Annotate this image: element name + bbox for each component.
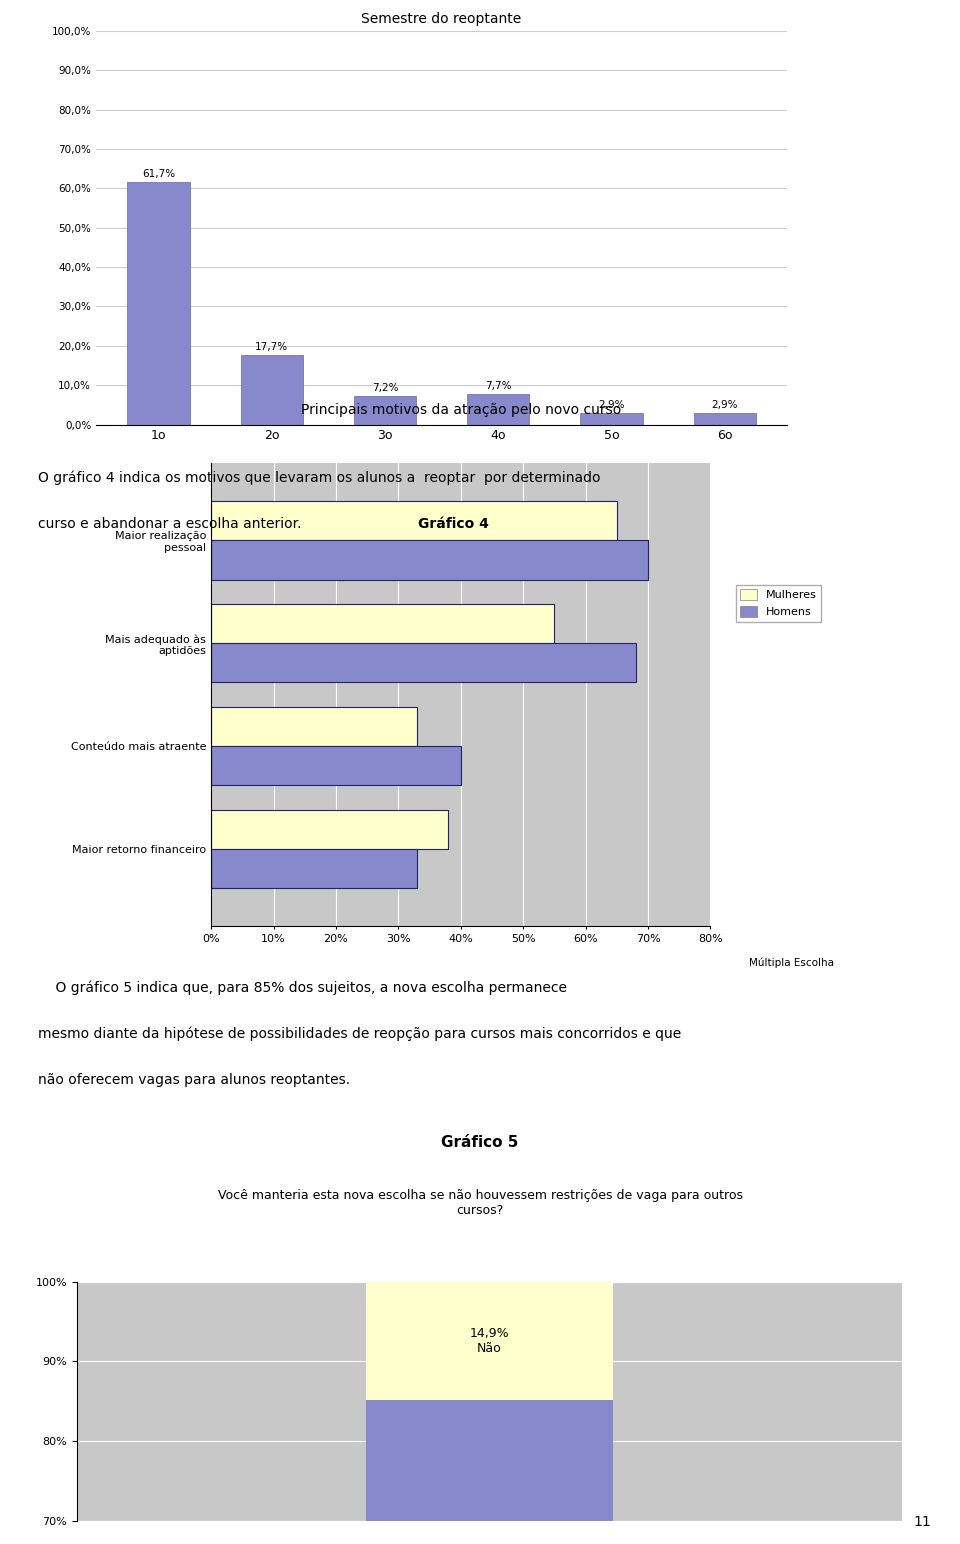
Bar xyxy=(211,707,417,746)
Bar xyxy=(580,414,642,425)
Legend: Mulheres, Homens: Mulheres, Homens xyxy=(736,585,821,622)
Bar xyxy=(211,644,636,682)
Text: 2,9%: 2,9% xyxy=(598,400,625,411)
Bar xyxy=(211,502,616,540)
Bar xyxy=(211,604,555,644)
Text: O gráfico 5 indica que, para 85% dos sujeitos, a nova escolha permanece: O gráfico 5 indica que, para 85% dos suj… xyxy=(38,980,567,994)
Text: Gráfico 5: Gráfico 5 xyxy=(442,1135,518,1150)
Bar xyxy=(366,1282,613,1400)
Bar xyxy=(693,414,756,425)
Bar xyxy=(241,355,303,425)
Text: Múltipla Escolha: Múltipla Escolha xyxy=(749,957,834,968)
Text: Você manteria esta nova escolha se não houvessem restrições de vaga para outros
: Você manteria esta nova escolha se não h… xyxy=(218,1189,742,1217)
Bar xyxy=(211,849,417,888)
Text: O gráfico 4 indica os motivos que levaram os alunos a  reoptar  por determinado: O gráfico 4 indica os motivos que levara… xyxy=(38,471,601,485)
Bar xyxy=(128,182,190,425)
Text: 7,7%: 7,7% xyxy=(485,381,512,391)
Text: mesmo diante da hipótese de possibilidades de reopção para cursos mais concorrid: mesmo diante da hipótese de possibilidad… xyxy=(38,1027,682,1041)
Bar xyxy=(366,1400,613,1521)
Text: 11: 11 xyxy=(914,1515,931,1529)
Text: 61,7%: 61,7% xyxy=(142,168,175,179)
Bar xyxy=(211,540,648,579)
Text: curso e abandonar a escolha anterior.: curso e abandonar a escolha anterior. xyxy=(38,517,301,531)
Text: Principais motivos da atração pelo novo curso: Principais motivos da atração pelo novo … xyxy=(300,403,621,417)
Text: 14,9%
Não: 14,9% Não xyxy=(469,1326,510,1356)
Bar xyxy=(354,397,416,425)
Text: 17,7%: 17,7% xyxy=(255,341,288,352)
Text: 2,9%: 2,9% xyxy=(711,400,738,411)
Bar xyxy=(211,746,461,786)
Text: Gráfico 4: Gráfico 4 xyxy=(418,517,489,531)
Title: Semestre do reoptante: Semestre do reoptante xyxy=(362,11,521,26)
Text: não oferecem vagas para alunos reoptantes.: não oferecem vagas para alunos reoptante… xyxy=(38,1073,350,1087)
Bar xyxy=(211,811,448,849)
Text: 7,2%: 7,2% xyxy=(372,383,398,394)
Bar xyxy=(468,394,529,425)
